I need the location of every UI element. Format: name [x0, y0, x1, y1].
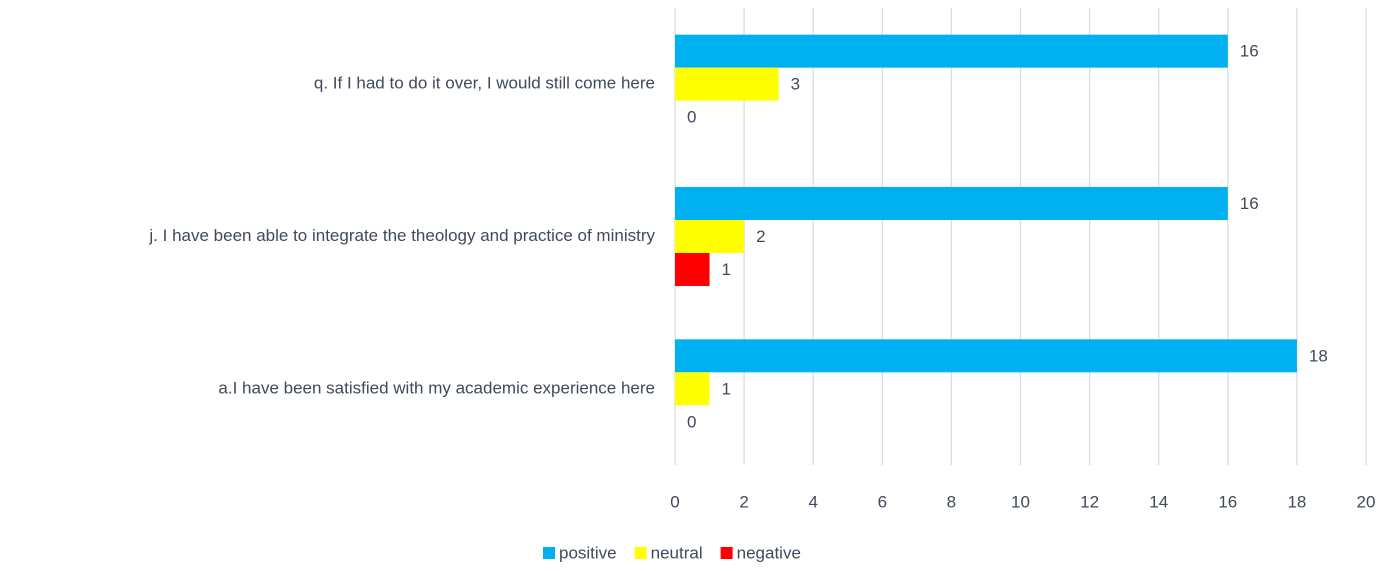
- x-tick-label: 14: [1149, 492, 1168, 511]
- data-label: 18: [1309, 346, 1328, 365]
- bar: [675, 253, 710, 286]
- category-label: j. I have been able to integrate the the…: [148, 226, 655, 245]
- bar: [675, 339, 1297, 373]
- data-label: 0: [687, 412, 696, 431]
- data-label: 0: [687, 108, 696, 127]
- data-label: 3: [791, 75, 800, 94]
- data-label: 16: [1240, 194, 1259, 213]
- data-label: 1: [722, 260, 731, 279]
- x-tick-label: 16: [1218, 492, 1237, 511]
- legend-swatch: [634, 547, 647, 559]
- x-tick-label: 6: [878, 492, 887, 511]
- legend-label: negative: [737, 543, 801, 562]
- data-label: 16: [1240, 42, 1259, 61]
- x-tick-label: 20: [1357, 492, 1376, 511]
- legend-label: neutral: [651, 543, 703, 562]
- bar: [675, 67, 779, 101]
- x-tick-label: 2: [739, 492, 748, 511]
- data-label: 2: [756, 227, 765, 246]
- x-tick-label: 0: [670, 492, 679, 511]
- x-tick-label: 8: [947, 492, 956, 511]
- x-tick-label: 10: [1011, 492, 1030, 511]
- x-tick-label: 4: [808, 492, 817, 511]
- bar: [675, 187, 1228, 220]
- legend-label: positive: [559, 543, 617, 562]
- legend-swatch: [543, 547, 555, 559]
- bar: [675, 220, 745, 253]
- x-tick-label: 12: [1080, 492, 1099, 511]
- data-label: 1: [722, 379, 731, 398]
- bar: [675, 34, 1228, 68]
- category-label: q. If I had to do it over, I would still…: [314, 74, 655, 93]
- category-label: a.I have been satisfied with my academic…: [218, 378, 655, 397]
- bar: [675, 372, 710, 406]
- legend-swatch: [720, 547, 733, 559]
- x-tick-label: 18: [1287, 492, 1306, 511]
